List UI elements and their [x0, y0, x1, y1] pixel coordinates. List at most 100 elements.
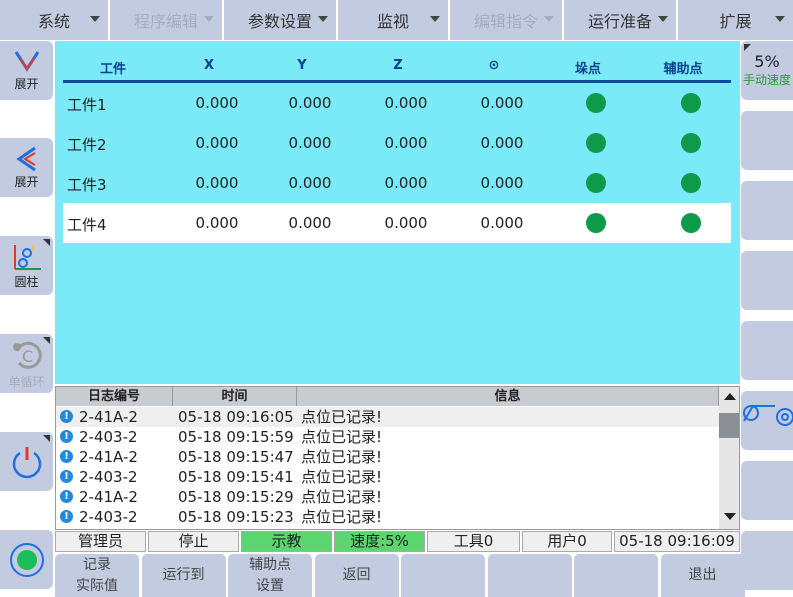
scroll-down-icon[interactable] — [724, 513, 736, 520]
dropdown-arrow-icon — [430, 16, 440, 22]
function-button-5[interactable] — [401, 554, 485, 597]
log-time: 05-18 09:15:47 — [178, 448, 294, 466]
table-row[interactable]: 工件2 0.000 0.000 0.000 0.000 — [63, 123, 731, 163]
log-scrollbar[interactable] — [719, 387, 739, 529]
menu-2[interactable]: 参数设置 — [224, 0, 336, 40]
info-icon: ! — [60, 410, 73, 423]
workpiece-panel: 工件 X Y Z ⊙ 垛点 辅助点 工件1 0.000 0.000 0.000 0.000 工件2 0.… — [55, 41, 740, 384]
log-time: 05-18 09:15:59 — [178, 428, 294, 446]
aux-point-indicator — [681, 93, 701, 113]
workpiece-name: 工件1 — [67, 96, 107, 114]
power-icon — [12, 446, 41, 478]
menu-3[interactable]: 监视 — [338, 0, 448, 40]
servo-status-button[interactable] — [0, 530, 53, 589]
function-button-4[interactable]: 返回 — [314, 554, 399, 597]
button-label: 辅助点 — [249, 556, 291, 573]
log-id: 2-403-2 — [79, 428, 138, 446]
pallet-point-indicator — [586, 133, 606, 153]
button-label: 运行到 — [162, 567, 205, 583]
side-button-8[interactable] — [741, 531, 793, 590]
log-message: 点位已记录! — [301, 448, 383, 466]
info-icon: ! — [60, 430, 73, 443]
log-message: 点位已记录! — [301, 468, 383, 486]
button-label: 记录 — [83, 556, 111, 573]
speed-value: 5% — [754, 52, 780, 71]
user-level-status[interactable]: 管理员 — [55, 531, 146, 552]
table-row[interactable]: 工件3 0.000 0.000 0.000 0.000 — [63, 163, 731, 203]
log-header-time[interactable]: 时间 — [173, 387, 297, 406]
menu-6[interactable]: 扩展 — [678, 0, 793, 40]
coord-r: 0.000 — [480, 134, 524, 152]
log-id: 2-41A-2 — [79, 488, 138, 506]
run-state-status: 停止 — [148, 531, 239, 552]
dropdown-arrow-icon — [204, 16, 214, 22]
table-header: 垛点 — [574, 62, 602, 77]
side-button-2[interactable] — [741, 111, 793, 170]
log-row[interactable]: ! 2-41A-2 05-18 09:15:29 点位已记录! — [56, 487, 719, 507]
log-time: 05-18 09:15:29 — [178, 488, 294, 506]
side-button-4[interactable] — [741, 251, 793, 310]
log-row[interactable]: ! 2-41A-2 05-18 09:15:47 点位已记录! — [56, 447, 719, 467]
expand-left-button[interactable]: 展开 — [0, 138, 53, 197]
log-message: 点位已记录! — [301, 408, 383, 426]
speed-status[interactable]: 速度:5% — [334, 531, 425, 552]
manual-speed-button[interactable]: 5% 手动速度 — [741, 41, 793, 100]
menu-4[interactable]: 编辑指令 — [450, 0, 562, 40]
log-row[interactable]: ! 2-41A-2 05-18 09:16:05 点位已记录! — [56, 407, 719, 427]
table-header: 辅助点 — [663, 62, 703, 77]
scroll-thumb[interactable] — [719, 413, 739, 438]
log-header-id[interactable]: 日志编号 — [56, 387, 173, 406]
log-row[interactable]: ! 2-403-2 05-18 09:15:23 点位已记录! — [56, 507, 719, 527]
log-id: 2-41A-2 — [79, 408, 138, 426]
coord-system-button[interactable]: 圆柱 — [0, 236, 53, 295]
expand-down-button[interactable]: 展开 — [0, 41, 53, 100]
log-header-info[interactable]: 信息 — [297, 387, 719, 406]
coord-y: 0.000 — [288, 214, 332, 232]
menu-label: 监视 — [376, 12, 409, 31]
aux-point-indicator — [681, 173, 701, 193]
table-row[interactable]: 工件4 0.000 0.000 0.000 0.000 — [63, 203, 731, 243]
scroll-up-icon[interactable] — [724, 393, 736, 400]
log-message: 点位已记录! — [301, 428, 383, 446]
menu-label: 程序编辑 — [133, 12, 198, 31]
function-button-2[interactable]: 运行到 — [141, 554, 226, 597]
menu-1[interactable]: 程序编辑 — [110, 0, 222, 40]
user-frame-status[interactable]: 用户0 — [522, 531, 612, 552]
button-label: 实际值 — [76, 577, 118, 594]
table-row[interactable]: 工件1 0.000 0.000 0.000 0.000 — [63, 83, 731, 123]
coord-y: 0.000 — [288, 174, 332, 192]
cycle-mode-button[interactable]: C 单循环 — [0, 334, 53, 393]
record-status-icon — [9, 542, 44, 577]
function-button-8[interactable]: 退出 — [660, 554, 745, 597]
menu-5[interactable]: 运行准备 — [564, 0, 676, 40]
table-header: Z — [393, 58, 403, 73]
menu-0[interactable]: 系统 — [0, 0, 108, 40]
dropdown-arrow-icon — [775, 16, 785, 22]
log-row[interactable]: ! 2-403-2 05-18 09:15:41 点位已记录! — [56, 467, 719, 487]
tool-status[interactable]: 工具0 — [427, 531, 520, 552]
coord-z: 0.000 — [384, 94, 428, 112]
function-button-1[interactable]: 记录 实际值 — [55, 554, 139, 597]
power-button[interactable] — [0, 432, 53, 491]
coord-y: 0.000 — [288, 134, 332, 152]
coord-x: 0.000 — [195, 214, 239, 232]
side-button-7[interactable] — [741, 461, 793, 520]
table-header: Y — [297, 58, 307, 73]
side-button-5[interactable] — [741, 321, 793, 380]
speed-label: 手动速度 — [742, 73, 791, 87]
side-button-3[interactable] — [741, 181, 793, 240]
function-button-6[interactable] — [487, 554, 572, 597]
aux-point-indicator — [681, 213, 701, 233]
table-header: ⊙ — [488, 58, 500, 73]
dropdown-arrow-icon — [544, 16, 554, 22]
button-label: 退出 — [688, 567, 717, 583]
function-button-7[interactable] — [574, 554, 658, 597]
robot-view-button[interactable] — [741, 391, 793, 450]
info-icon: ! — [60, 510, 73, 523]
function-button-3[interactable]: 辅助点 设置 — [228, 554, 312, 597]
log-id: 2-403-2 — [79, 468, 138, 486]
coord-label: 圆柱 — [14, 275, 39, 289]
coord-z: 0.000 — [384, 174, 428, 192]
clock-status: 05-18 09:16:09 — [614, 531, 740, 552]
log-row[interactable]: ! 2-403-2 05-18 09:15:59 点位已记录! — [56, 427, 719, 447]
